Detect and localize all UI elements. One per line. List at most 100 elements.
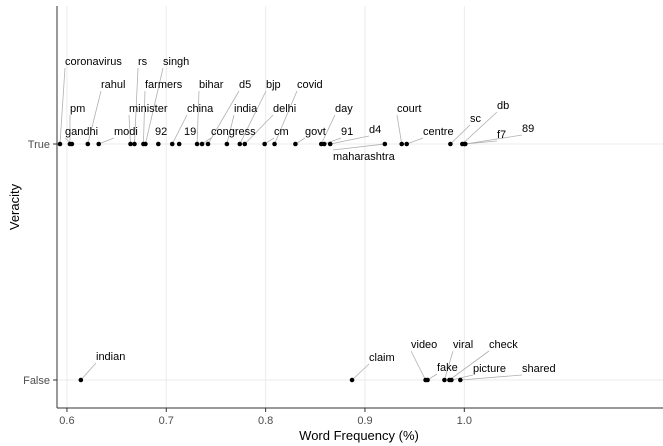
- label-true-india: india: [234, 103, 258, 115]
- label-true-91: 91: [341, 126, 353, 138]
- leader-line-true-modi: [98, 137, 115, 145]
- leader-line-true-rahul: [87, 90, 102, 145]
- point-true-congress: [199, 141, 205, 147]
- point-true-sc: [448, 141, 453, 147]
- leader-line-false-shared: [460, 374, 523, 381]
- label-false-viral: viral: [453, 339, 473, 351]
- label-false-indian: indian: [96, 351, 125, 363]
- label-true-rs: rs: [138, 56, 148, 68]
- label-true-pm: pm: [70, 103, 85, 115]
- point-true-centre: [404, 141, 409, 147]
- point-false-shared: [458, 377, 463, 383]
- label-true-cm: cm: [274, 126, 289, 138]
- label-true-d5: d5: [239, 79, 251, 91]
- label-true-china: china: [187, 103, 214, 115]
- label-false-check: check: [489, 339, 518, 351]
- leader-line-false-video: [410, 350, 426, 381]
- label-true-minister: minister: [129, 103, 168, 115]
- leader-line-true-india: [226, 114, 235, 145]
- point-true-cm: [262, 141, 267, 147]
- label-false-video: video: [411, 339, 437, 351]
- leader-line-true-sc: [450, 124, 471, 145]
- point-true-china: [169, 141, 175, 147]
- leader-line-true-covid: [274, 90, 298, 145]
- label-true-day: day: [335, 103, 353, 115]
- point-false-picture: [449, 377, 454, 383]
- point-true-89: [463, 141, 468, 147]
- y-tick-label-false: False: [23, 375, 50, 387]
- leader-line-true-89: [465, 134, 523, 145]
- leader-line-true-farmers: [143, 90, 146, 145]
- label-true-court: court: [397, 103, 421, 115]
- label-true-d4: d4: [369, 124, 381, 136]
- leader-line-true-d4: [330, 135, 370, 145]
- label-true-coronavirus: coronavirus: [65, 56, 122, 68]
- label-true-rahul: rahul: [101, 79, 125, 91]
- label-true-delhi: delhi: [273, 103, 296, 115]
- point-false-fake: [425, 377, 430, 383]
- point-true-19: [176, 141, 182, 147]
- leader-line-true-singh: [145, 67, 164, 145]
- label-true-sc: sc: [470, 113, 482, 125]
- leader-line-true-maharashtra: [332, 143, 385, 151]
- label-true-gandhi: gandhi: [65, 126, 98, 138]
- label-true-92: 92: [155, 126, 167, 138]
- leader-line-true-d5: [207, 90, 240, 145]
- label-true-19: 19: [184, 126, 196, 138]
- y-axis-title: Veracity: [7, 183, 22, 230]
- axes: [56, 6, 663, 409]
- label-true-farmers: farmers: [145, 79, 183, 91]
- x-axis-title: Word Frequency (%): [299, 428, 419, 443]
- label-true-centre: centre: [423, 126, 454, 138]
- point-true-d5: [205, 141, 211, 147]
- point-true-bjp: [237, 141, 243, 147]
- grid-lines: [57, 6, 663, 408]
- point-true-singh: [143, 141, 148, 147]
- leader-line-true-day: [320, 114, 336, 145]
- label-true-govt: govt: [305, 126, 326, 138]
- label-true-congress: congress: [211, 126, 256, 138]
- point-false-claim: [349, 377, 355, 383]
- leader-line-true-bjp: [239, 90, 267, 145]
- point-true-d4: [327, 141, 333, 147]
- leader-line-true-china: [171, 114, 188, 145]
- point-false-viral: [442, 377, 447, 383]
- label-false-fake: fake: [437, 362, 458, 374]
- y-axis-ticks: False True: [23, 139, 57, 387]
- point-true-govt: [293, 141, 298, 147]
- x-axis-ticks: 0.6 0.7 0.8 0.9 1.0: [59, 408, 472, 427]
- point-true-bihar: [194, 141, 200, 147]
- label-true-f7: f7: [497, 129, 506, 141]
- point-true-rs: [132, 141, 137, 147]
- leader-line-true-coronavirus: [59, 67, 66, 145]
- label-true-modi: modi: [114, 126, 138, 138]
- point-labels: coronavirus pm gandhi rahul modi minister rs fa…: [65, 56, 556, 375]
- point-true-court: [399, 141, 405, 147]
- x-tick-label-1-0: 1.0: [457, 415, 472, 427]
- label-false-claim: claim: [369, 352, 395, 364]
- point-true-92: [156, 141, 161, 147]
- label-true-singh: singh: [163, 56, 189, 68]
- x-tick-label-0-8: 0.8: [258, 415, 273, 427]
- label-true-bihar: bihar: [199, 79, 224, 91]
- point-true-india: [224, 141, 230, 147]
- point-true-minister: [128, 141, 133, 147]
- point-true-gandhi: [69, 141, 75, 147]
- label-false-picture: picture: [473, 363, 506, 375]
- point-true-modi: [96, 141, 102, 147]
- leader-line-true-db: [462, 111, 498, 145]
- leader-line-true-91: [324, 137, 342, 145]
- leader-line-true-bihar: [196, 90, 200, 145]
- x-tick-label-0-6: 0.6: [59, 415, 74, 427]
- y-tick-label-true: True: [28, 139, 50, 151]
- point-true-covid: [272, 141, 277, 147]
- leader-line-false-indian: [80, 362, 97, 381]
- label-true-db: db: [497, 100, 509, 112]
- data-points: [57, 141, 468, 383]
- point-false-indian: [78, 377, 84, 383]
- point-true-rahul: [85, 141, 91, 147]
- leader-line-true-court: [396, 114, 403, 145]
- point-true-delhi: [242, 141, 248, 147]
- label-true-maharashtra: maharashtra: [333, 151, 396, 163]
